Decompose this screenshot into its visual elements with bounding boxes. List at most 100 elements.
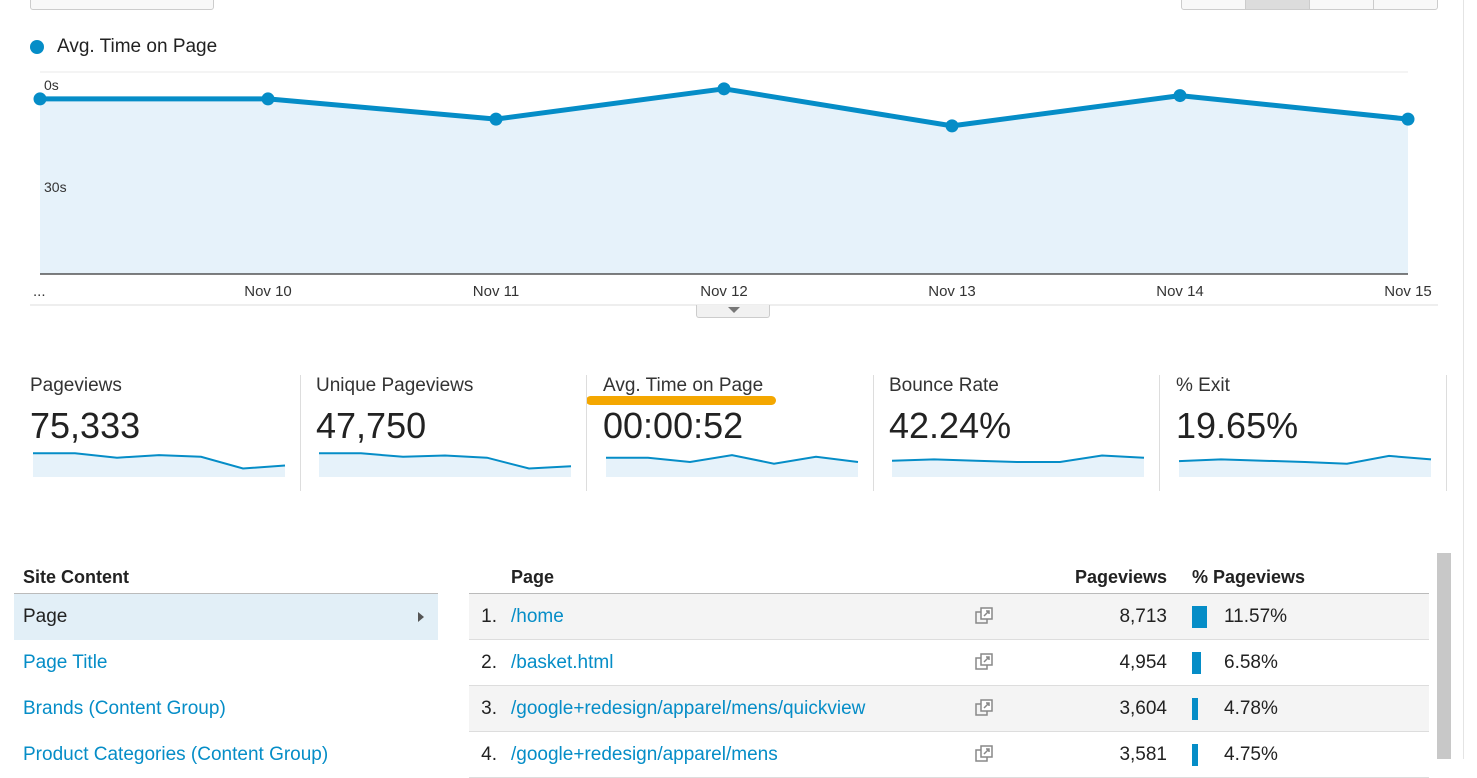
interval-toggle-group [1181, 0, 1438, 10]
data-point[interactable] [945, 119, 959, 133]
scorecard-title: Pageviews [30, 375, 122, 396]
scorecard-title: Bounce Rate [889, 375, 999, 396]
sparkline-line [319, 452, 572, 470]
nav-item-label: Product Categories (Content Group) [23, 744, 329, 765]
row-index: 2. [481, 652, 497, 673]
data-point[interactable] [489, 112, 503, 126]
chevron-down-icon [728, 307, 740, 313]
pct-pageviews-value: 11.57% [1224, 606, 1288, 627]
data-point[interactable] [33, 92, 47, 106]
open-external-icon[interactable] [975, 607, 993, 625]
sparkline-area [319, 453, 571, 477]
open-external-icon[interactable] [975, 745, 993, 763]
page-link[interactable]: /home [511, 606, 564, 627]
sparkline [891, 454, 1145, 477]
scorecard-unique-pageviews[interactable]: Unique Pageviews 47,750 [316, 375, 603, 491]
page-link[interactable]: /google+redesign/apparel/mens [511, 744, 778, 765]
data-point[interactable] [1401, 112, 1415, 126]
row-index: 1. [481, 606, 497, 627]
sparkline-line [33, 452, 286, 470]
sparkline [33, 452, 286, 477]
data-point[interactable] [1173, 89, 1187, 103]
scorecard-value: 47,750 [316, 405, 427, 446]
scorecard-exit[interactable]: % Exit 19.65% [1176, 375, 1463, 491]
sparkline-line [606, 454, 859, 465]
scorecard-value: 75,333 [30, 405, 141, 446]
share-bar [1192, 698, 1198, 720]
page-link[interactable]: /google+redesign/apparel/mens/quickview [511, 698, 866, 719]
col-header-page[interactable]: Page [511, 567, 555, 587]
table-row: 3. /google+redesign/apparel/mens/quickvie… [469, 686, 1429, 732]
row-index: 3. [481, 698, 497, 719]
x-tick-label: Nov 14 [1156, 283, 1204, 300]
scorecard-bounce-rate[interactable]: Bounce Rate 42.24% [889, 375, 1176, 491]
col-header-pageviews[interactable]: Pageviews [1074, 567, 1167, 587]
y-tick-1: 30s [44, 179, 67, 195]
interval-hourly-button[interactable] [1182, 0, 1246, 9]
panel-edge [1463, 0, 1464, 759]
scorecard-divider [1446, 375, 1447, 491]
open-external-icon[interactable] [975, 653, 993, 671]
scorecard-value: 00:00:52 [603, 405, 744, 446]
nav-item-page-title[interactable]: Page Title [14, 640, 438, 686]
chart-expand-toggle[interactable] [696, 305, 770, 318]
chart-area-fill [40, 88, 1408, 274]
site-content-heading: Site Content [23, 567, 129, 587]
nav-item-page[interactable]: Page [14, 594, 438, 640]
x-tick-label: Nov 11 [473, 283, 519, 300]
sparkline-line [1178, 454, 1432, 465]
scorecard-divider [1159, 375, 1160, 491]
nav-header-rule [14, 593, 438, 594]
pageviews-value: 4,954 [1119, 652, 1167, 673]
interval-day-button[interactable] [1246, 0, 1310, 9]
nav-item-brands[interactable]: Brands (Content Group) [14, 686, 438, 732]
col-header-pct-pageviews[interactable]: % Pageviews [1192, 567, 1306, 587]
scorecard-divider [586, 375, 587, 491]
interval-month-button[interactable] [1374, 0, 1437, 9]
highlight-underline [586, 396, 776, 405]
scorecard-title: Avg. Time on Page [603, 375, 764, 396]
scorecard-divider [300, 375, 301, 491]
sparkline [606, 454, 859, 477]
share-bar [1192, 652, 1201, 674]
page-link[interactable]: /basket.html [511, 652, 614, 673]
pageviews-value: 3,604 [1119, 698, 1167, 719]
pageviews-value: 8,713 [1119, 606, 1167, 627]
pageviews-value: 3,581 [1119, 744, 1167, 765]
view-dropdown[interactable] [30, 0, 214, 10]
share-bar [1192, 606, 1207, 628]
table-row: 4. /google+redesign/apparel/mens 3,581 4.7… [469, 732, 1429, 778]
scorecard-title: Unique Pageviews [316, 375, 474, 396]
pct-pageviews-value: 6.58% [1224, 652, 1278, 673]
x-tick-label: Nov 13 [928, 283, 976, 300]
x-tick-label: ... [33, 283, 46, 300]
x-tick-label: Nov 10 [244, 283, 292, 300]
nav-item-label: Brands (Content Group) [23, 698, 226, 719]
sparkline [319, 452, 572, 477]
time-on-page-chart: 0s 30s ... Nov 10 Nov 11 Nov 12 Nov 13 Nov 14… [30, 71, 1438, 306]
scorecard-pageviews[interactable]: Pageviews 75,333 [30, 375, 317, 491]
scorecard-divider [873, 375, 874, 491]
nav-item-label: Page Title [23, 652, 108, 673]
scorecard-value: 42.24% [889, 405, 1012, 446]
y-tick-0: 0s [44, 77, 59, 93]
sparkline-line [891, 454, 1145, 463]
interval-week-button[interactable] [1310, 0, 1374, 9]
chart-legend: Avg. Time on Page [30, 36, 217, 58]
data-point[interactable] [717, 82, 731, 96]
vertical-scrollbar[interactable] [1437, 553, 1451, 759]
x-tick-label: Nov 15 [1384, 283, 1432, 300]
table-header-rule [469, 593, 1429, 594]
nav-item-product-categories[interactable]: Product Categories (Content Group) [14, 732, 438, 778]
open-external-icon[interactable] [975, 699, 993, 717]
data-point[interactable] [261, 92, 275, 106]
share-bar [1192, 744, 1198, 766]
scorecard-avg-time-on-page[interactable]: Avg. Time on Page 00:00:52 [603, 375, 890, 491]
sparkline-area [1179, 455, 1431, 477]
legend-label: Avg. Time on Page [57, 36, 218, 57]
pct-pageviews-value: 4.75% [1224, 744, 1278, 765]
scorecard-title: % Exit [1176, 375, 1230, 396]
x-tick-label: Nov 12 [700, 283, 748, 300]
nav-item-label: Page [23, 606, 68, 627]
row-index: 4. [481, 744, 497, 765]
